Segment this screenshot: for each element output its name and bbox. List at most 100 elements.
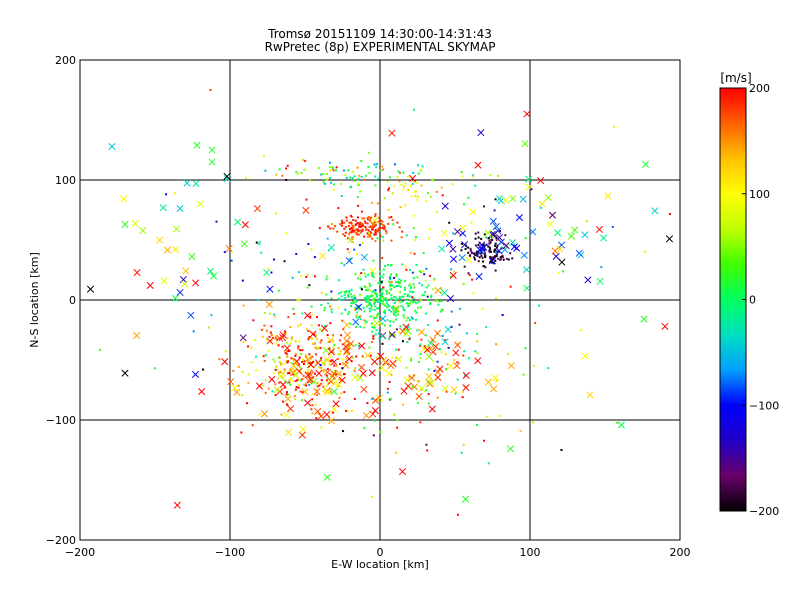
data-point-dot — [317, 324, 320, 327]
data-point-dot — [343, 293, 346, 296]
data-point-dot — [398, 282, 401, 285]
data-point-dot — [364, 226, 367, 229]
data-point-dot — [335, 169, 338, 172]
data-point-dot — [215, 220, 218, 223]
data-point-dot — [277, 344, 280, 347]
data-point-cross — [198, 388, 206, 396]
data-point-dot — [329, 360, 332, 363]
data-point-dot — [279, 371, 282, 374]
data-point-dot — [290, 377, 293, 380]
data-point-cross — [133, 332, 141, 340]
data-point-dot — [302, 374, 305, 377]
data-point-dot — [440, 308, 443, 311]
data-point-dot — [460, 171, 463, 174]
data-point-dot — [340, 295, 343, 298]
data-point-dot — [351, 356, 354, 359]
data-point-cross — [404, 382, 412, 390]
data-point-dot — [311, 392, 314, 395]
data-point-cross — [120, 195, 128, 203]
data-point-dot — [315, 345, 318, 348]
data-point-dot — [460, 249, 463, 252]
data-point-dot — [329, 322, 332, 325]
data-point-dot — [394, 314, 397, 317]
data-point-cross — [447, 362, 455, 370]
data-point-dot — [495, 246, 498, 249]
y-tick-label: 200 — [55, 54, 76, 67]
data-point-dot — [295, 171, 298, 174]
colorbar-unit-label: [m/s] — [720, 71, 751, 85]
data-point-dot — [402, 295, 405, 298]
data-point-dot — [310, 324, 313, 327]
data-point-dot — [430, 296, 433, 299]
data-point-dot — [344, 308, 347, 311]
data-point-dot — [354, 367, 357, 370]
data-point-dot — [375, 329, 378, 332]
data-point-dot — [360, 229, 363, 232]
data-point-dot — [478, 256, 481, 259]
data-point-dot — [363, 235, 366, 238]
data-point-cross — [584, 276, 592, 284]
data-point-dot — [343, 227, 346, 230]
data-point-cross — [171, 245, 180, 253]
data-point-dot — [376, 237, 379, 240]
data-point-cross — [223, 175, 231, 183]
data-point-cross — [240, 240, 248, 248]
data-point-dot — [401, 263, 404, 266]
data-point-dot — [337, 357, 340, 360]
data-point-dot — [309, 357, 312, 360]
data-point-cross — [461, 241, 469, 249]
data-point-dot — [351, 230, 354, 233]
data-point-dot — [359, 278, 362, 281]
data-point-dot — [435, 211, 438, 214]
data-point-dot — [390, 216, 393, 219]
data-point-dot — [425, 389, 428, 392]
data-point-dot — [439, 310, 442, 313]
data-point-dot — [600, 266, 603, 269]
data-point-dot — [312, 342, 315, 345]
data-point-dot — [411, 290, 414, 293]
data-point-dot — [320, 339, 323, 342]
data-points — [86, 89, 674, 516]
data-point-dot — [254, 339, 257, 342]
data-point-dot — [286, 350, 289, 353]
data-point-dot — [350, 288, 353, 291]
data-point-dot — [393, 295, 396, 298]
data-point-dot — [344, 296, 347, 299]
data-point-dot — [387, 222, 390, 225]
data-point-dot — [382, 224, 385, 227]
data-point-dot — [404, 279, 407, 282]
data-point-cross — [182, 267, 190, 275]
data-point-dot — [487, 237, 490, 240]
data-point-dot — [300, 379, 303, 382]
data-point-cross — [434, 368, 442, 376]
data-point-dot — [460, 242, 463, 245]
data-point-dot — [265, 338, 268, 341]
data-point-dot — [286, 381, 289, 384]
data-point-dot — [485, 415, 488, 418]
data-point-dot — [404, 265, 407, 268]
data-point-dot — [405, 268, 408, 271]
data-point-dot — [381, 227, 384, 230]
data-point-dot — [417, 195, 420, 198]
data-point-dot — [411, 182, 414, 185]
data-point-dot — [372, 315, 375, 318]
data-point-dot — [308, 284, 311, 287]
data-point-dot — [361, 228, 364, 231]
data-point-dot — [412, 227, 415, 230]
data-point-dot — [306, 273, 309, 276]
data-point-dot — [416, 329, 419, 332]
data-point-dot — [402, 403, 405, 406]
data-point-dot — [283, 362, 286, 365]
data-point-dot — [374, 289, 377, 292]
data-point-dot — [358, 244, 361, 247]
data-point-dot — [370, 201, 373, 204]
data-point-dot — [296, 324, 299, 327]
data-point-dot — [353, 248, 356, 251]
data-point-dot — [320, 366, 323, 369]
data-point-dot — [350, 293, 353, 296]
data-point-dot — [284, 352, 287, 355]
data-point-dot — [332, 411, 335, 414]
colorbar: [m/s] 200 100 0 −100 −200 — [719, 71, 779, 518]
data-point-dot — [326, 334, 329, 337]
data-point-dot — [397, 313, 400, 316]
